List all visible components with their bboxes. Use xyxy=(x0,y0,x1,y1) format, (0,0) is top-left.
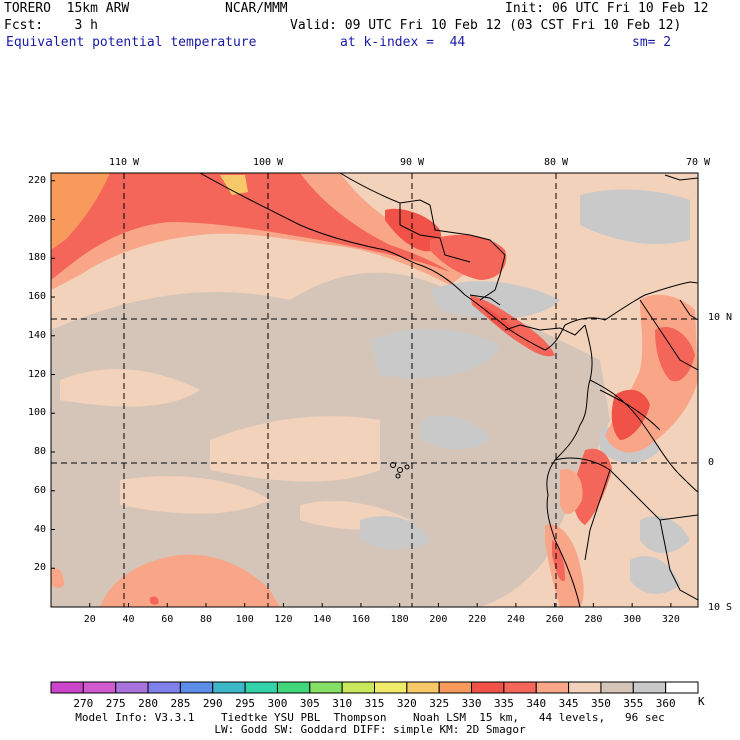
colorbar-tick-label: 285 xyxy=(170,697,191,710)
model-info-line2: LW: Godd SW: Goddard DIFF: simple KM: 2D… xyxy=(214,723,526,736)
y-tick-label: 160 xyxy=(27,291,46,302)
y-tick-label: 40 xyxy=(33,523,46,535)
colorbar-unit: K xyxy=(698,695,705,708)
model-info-line1: Model Info: V3.3.1 Tiedtke YSU PBL Thomp… xyxy=(75,711,665,724)
x-tick-label: 60 xyxy=(161,614,174,625)
lat-label-0: 0 xyxy=(708,457,715,468)
colorbar-tick-label: 275 xyxy=(105,697,126,710)
x-tick-label: 120 xyxy=(274,614,293,625)
smoothing-info: sm= 2 xyxy=(632,35,672,50)
x-tick-label: 40 xyxy=(122,614,135,625)
colorbar-tick-label: 345 xyxy=(558,697,579,710)
colorbar-tick-label: 300 xyxy=(267,697,288,710)
x-tick-label: 240 xyxy=(506,614,525,625)
colorbar-tick-label: 320 xyxy=(396,697,417,710)
colorbar-tick-label: 290 xyxy=(202,697,223,710)
graticule xyxy=(51,173,698,607)
colorbar-tick-label: 340 xyxy=(526,697,547,710)
top-lon-label: 80 W xyxy=(543,157,569,168)
model-title: TORERO 15km ARW xyxy=(4,1,130,16)
top-lon-label: 110 W xyxy=(108,157,140,168)
x-tick-label: 140 xyxy=(313,614,332,625)
y-tick-label: 180 xyxy=(27,252,46,264)
y-tick-label: 200 xyxy=(27,213,46,225)
y-tick-label: 140 xyxy=(27,329,46,341)
colorbar-tick-label: 350 xyxy=(591,697,611,710)
valid-time: Valid: 09 UTC Fri 10 Feb 12 (03 CST Fri … xyxy=(290,18,682,33)
x-tick-label: 200 xyxy=(429,614,448,625)
field-name: Equivalent potential temperature xyxy=(6,35,257,50)
colorbar-tick-label: 305 xyxy=(299,697,320,710)
colorbar-tick-label: 335 xyxy=(493,697,514,710)
x-tick-label: 180 xyxy=(390,614,409,625)
top-lon-label: 100 W xyxy=(252,157,284,168)
colorbar-tick-label: 270 xyxy=(73,697,94,710)
colorbar-tick-label: 355 xyxy=(623,697,644,710)
colorbar-tick-label: 310 xyxy=(332,697,353,710)
colorbar-tick-label: 330 xyxy=(461,697,482,710)
init-time: Init: 06 UTC Fri 10 Feb 12 xyxy=(505,1,709,16)
x-tick-label: 100 xyxy=(235,614,254,625)
lat-label-10n: 10 N xyxy=(708,312,733,323)
coastlines xyxy=(199,173,698,607)
colorbar-tick-label: 280 xyxy=(138,697,158,710)
x-tick-label: 320 xyxy=(661,614,680,625)
y-tick-label: 20 xyxy=(33,562,46,574)
y-tick-label: 100 xyxy=(27,407,46,419)
y-tick-label: 60 xyxy=(33,484,46,496)
lat-label-10s: 10 S xyxy=(708,602,733,613)
top-lon-label: 90 W xyxy=(399,157,425,168)
colorbar-tick-label: 360 xyxy=(655,697,676,710)
map-frame xyxy=(50,172,699,608)
y-tick-label: 80 xyxy=(33,446,46,457)
y-tick-label: 120 xyxy=(27,368,46,380)
theta-e-field xyxy=(51,173,698,607)
colorbar-tick-label: 315 xyxy=(364,697,385,710)
organization-label: NCAR/MMM xyxy=(225,1,288,16)
y-tick-label: 220 xyxy=(27,174,46,186)
axis-ticks xyxy=(51,180,672,607)
x-tick-label: 220 xyxy=(468,614,487,625)
colorbar-tick-label: 295 xyxy=(235,697,256,710)
top-lon-label: 70 W xyxy=(685,157,711,168)
colorbar-tick-label: 325 xyxy=(429,697,450,710)
x-tick-label: 280 xyxy=(584,614,603,625)
x-tick-label: 160 xyxy=(351,614,370,625)
level-info: at k-index = 44 xyxy=(340,35,466,50)
x-tick-label: 20 xyxy=(83,614,96,625)
x-tick-label: 80 xyxy=(199,614,212,625)
x-tick-label: 260 xyxy=(545,614,564,625)
forecast-hour: Fcst: 3 h xyxy=(4,18,98,33)
x-tick-label: 300 xyxy=(623,614,642,625)
